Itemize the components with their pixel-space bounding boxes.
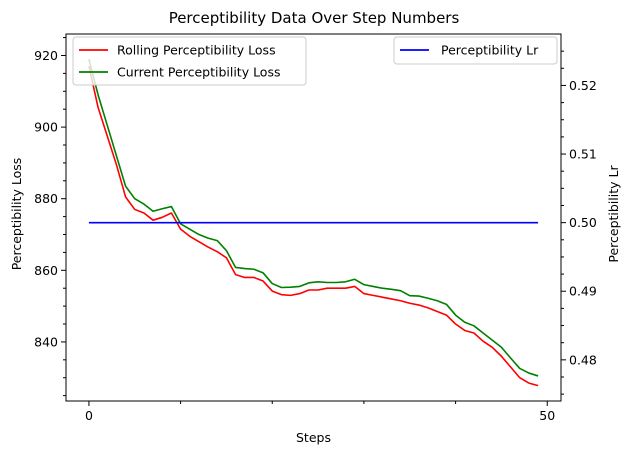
y-right-tick-label: 0.49: [569, 284, 597, 299]
legend-right-frame: [393, 36, 558, 65]
legend-label-lr: Perceptibility Lr: [441, 43, 539, 58]
y-right-tick-label: 0.51: [569, 147, 597, 162]
y-axis-left-label: Perceptibility Loss: [9, 158, 24, 271]
x-axis-label: Steps: [296, 430, 331, 445]
y-axis-right-label: Perceptibility Lr: [606, 165, 621, 263]
chart-title: Perceptibility Data Over Step Numbers: [169, 9, 460, 27]
y-left-tick-label: 900: [34, 120, 58, 135]
y-left-tick-label: 880: [34, 191, 58, 206]
legend-right: Perceptibility Lr: [393, 36, 558, 65]
y-left-tick-label: 860: [34, 263, 58, 278]
y-right-tick-label: 0.50: [569, 215, 597, 230]
legend-label-current: Current Perceptibility Loss: [117, 65, 280, 80]
x-tick-label: 0: [85, 408, 93, 423]
series-line-rolling-perceptibility-loss: [88, 66, 539, 387]
y-right-tick-label: 0.52: [569, 78, 597, 93]
x-tick-label: 50: [539, 408, 555, 423]
y-left-tick-label: 840: [34, 334, 58, 349]
y-left-tick-label: 920: [34, 48, 58, 63]
y-right-tick-label: 0.48: [569, 352, 597, 367]
legend-left-frame: [72, 36, 307, 86]
series-layer: [88, 58, 539, 387]
legend-left: Rolling Perceptibility Loss Current Perc…: [72, 36, 307, 86]
axes-layer: 0 50 840 860 880 900 920 0.48 0.49 0.50 0.51 0.52: [34, 33, 597, 423]
legend-label-rolling: Rolling Perceptibility Loss: [117, 43, 276, 58]
plot-frame: [65, 33, 562, 402]
series-line-current-perceptibility-loss: [88, 58, 539, 377]
